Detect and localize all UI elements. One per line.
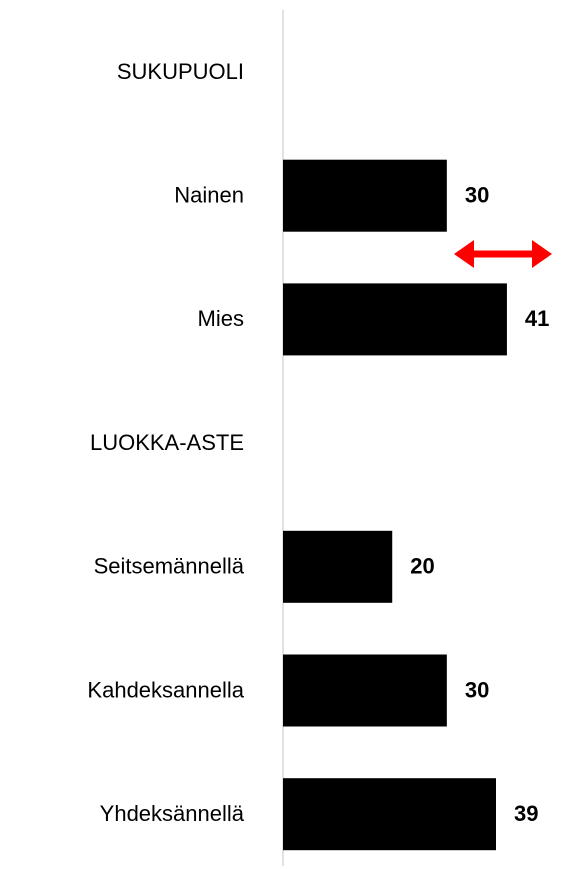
value-label: 41 [525, 306, 549, 331]
bar [283, 283, 507, 356]
bar [283, 654, 447, 727]
category-label: Nainen [174, 183, 244, 208]
value-label: 30 [465, 183, 489, 208]
category-label: LUOKKA-ASTE [90, 430, 244, 455]
category-label: Kahdeksannella [87, 677, 244, 702]
category-label: Seitsemännellä [94, 554, 245, 579]
value-label: 20 [410, 554, 434, 579]
category-label: Mies [198, 306, 244, 331]
difference-arrow [454, 240, 552, 268]
bar [283, 159, 447, 232]
category-label: Yhdeksännellä [100, 801, 245, 826]
category-label: SUKUPUOLI [117, 59, 244, 84]
value-label: 30 [465, 677, 489, 702]
bar [283, 778, 496, 851]
value-label: 39 [514, 801, 538, 826]
bar [283, 530, 393, 603]
